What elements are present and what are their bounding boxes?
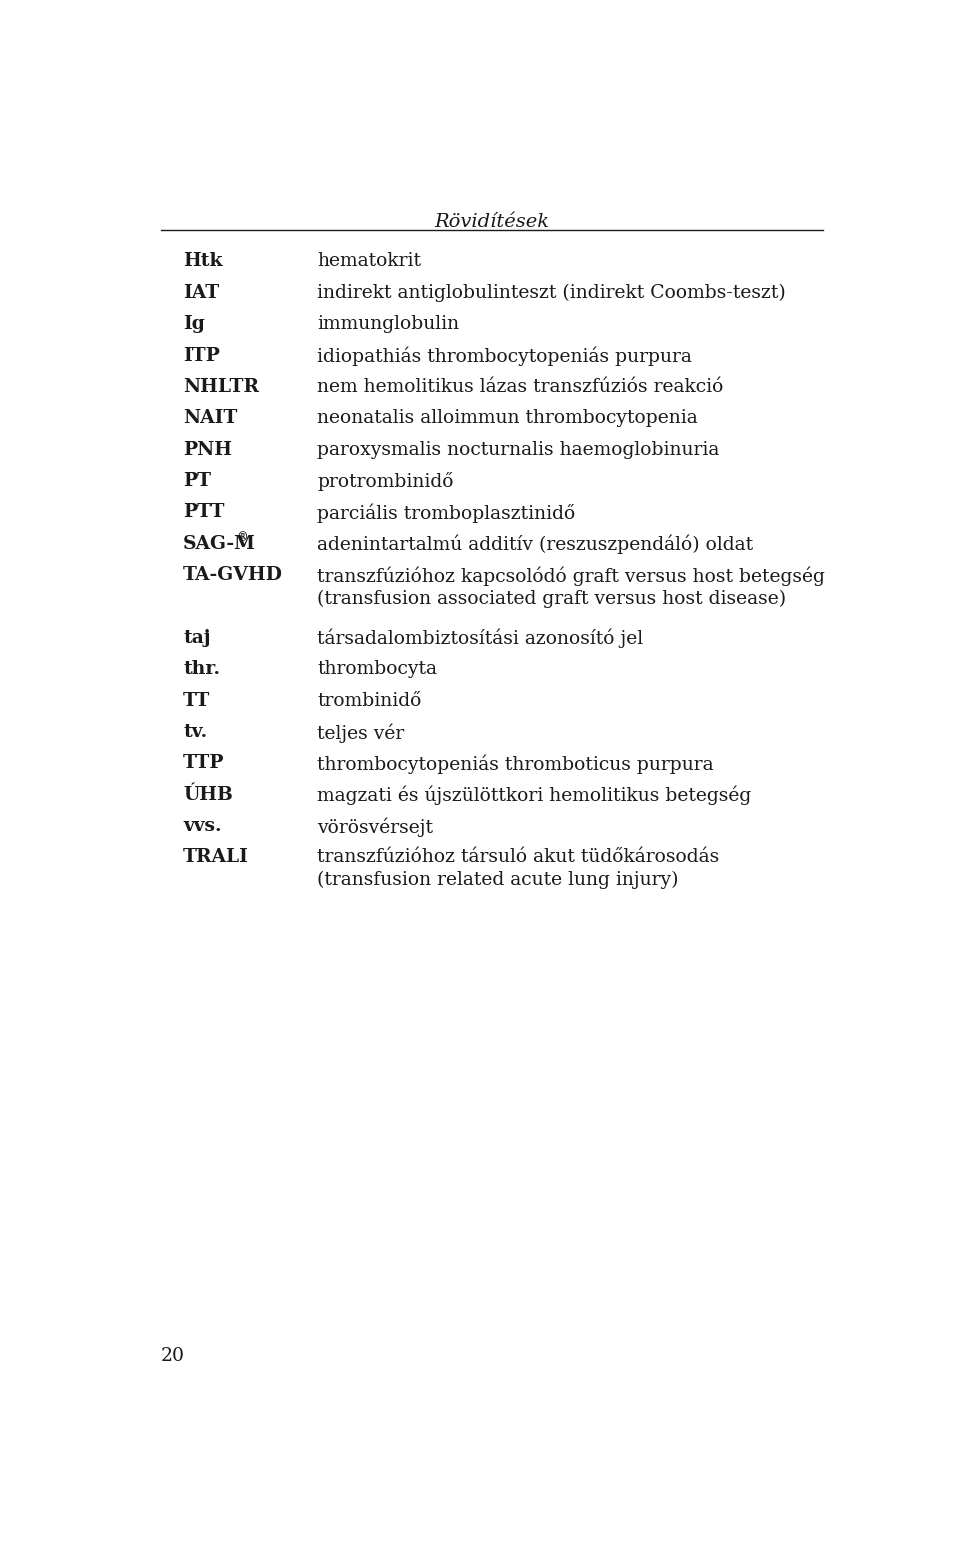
Text: transzfúzióhoz kapcsolódó graft versus host betegség
(transfusion associated gra: transzfúzióhoz kapcsolódó graft versus h…	[317, 566, 825, 608]
Text: nem hemolitikus lázas transzfúziós reakció: nem hemolitikus lázas transzfúziós reakc…	[317, 378, 724, 397]
Text: vörösvérsejt: vörösvérsejt	[317, 816, 433, 837]
Text: TT: TT	[183, 692, 210, 709]
Text: Htk: Htk	[183, 252, 223, 271]
Text: NAIT: NAIT	[183, 409, 238, 428]
Text: PNH: PNH	[183, 440, 232, 459]
Text: NHLTR: NHLTR	[183, 378, 259, 397]
Text: tv.: tv.	[183, 723, 207, 742]
Text: PT: PT	[183, 473, 211, 490]
Text: trombinidő: trombinidő	[317, 692, 421, 709]
Text: TA-GVHD: TA-GVHD	[183, 566, 283, 585]
Text: taj: taj	[183, 628, 211, 647]
Text: SAG-M: SAG-M	[183, 535, 256, 552]
Text: PTT: PTT	[183, 504, 225, 521]
Text: protrombinidő: protrombinidő	[317, 473, 454, 491]
Text: immunglobulin: immunglobulin	[317, 316, 459, 333]
Text: ®: ®	[237, 532, 249, 544]
Text: thrombocytopeniás thromboticus purpura: thrombocytopeniás thromboticus purpura	[317, 754, 714, 774]
Text: Ig: Ig	[183, 316, 205, 333]
Text: IAT: IAT	[183, 285, 220, 302]
Text: indirekt antiglobulinteszt (indirekt Coombs-teszt): indirekt antiglobulinteszt (indirekt Coo…	[317, 285, 786, 302]
Text: thrombocyta: thrombocyta	[317, 661, 437, 678]
Text: parciális tromboplasztinidő: parciális tromboplasztinidő	[317, 504, 575, 522]
Text: 20: 20	[161, 1347, 185, 1365]
Text: vvs.: vvs.	[183, 816, 222, 835]
Text: thr.: thr.	[183, 661, 220, 678]
Text: paroxysmalis nocturnalis haemoglobinuria: paroxysmalis nocturnalis haemoglobinuria	[317, 440, 720, 459]
Text: TTP: TTP	[183, 754, 225, 773]
Text: idiopathiás thrombocytopeniás purpura: idiopathiás thrombocytopeniás purpura	[317, 347, 692, 365]
Text: transzfúzióhoz társuló akut tüdőkárosodás
(transfusion related acute lung injury: transzfúzióhoz társuló akut tüdőkárosodá…	[317, 849, 719, 889]
Text: teljes vér: teljes vér	[317, 723, 404, 743]
Text: TRALI: TRALI	[183, 849, 249, 866]
Text: Rövidítések: Rövidítések	[435, 213, 549, 232]
Text: magzati és újszülöttkori hemolitikus betegség: magzati és újszülöttkori hemolitikus bet…	[317, 785, 752, 805]
Text: neonatalis alloimmun thrombocytopenia: neonatalis alloimmun thrombocytopenia	[317, 409, 698, 428]
Text: hematokrit: hematokrit	[317, 252, 421, 271]
Text: ÚHB: ÚHB	[183, 785, 233, 804]
Text: adenintartalmú additív (reszuszpendáló) oldat: adenintartalmú additív (reszuszpendáló) …	[317, 535, 754, 554]
Text: ITP: ITP	[183, 347, 220, 364]
Text: társadalombiztosítási azonosító jel: társadalombiztosítási azonosító jel	[317, 628, 643, 648]
